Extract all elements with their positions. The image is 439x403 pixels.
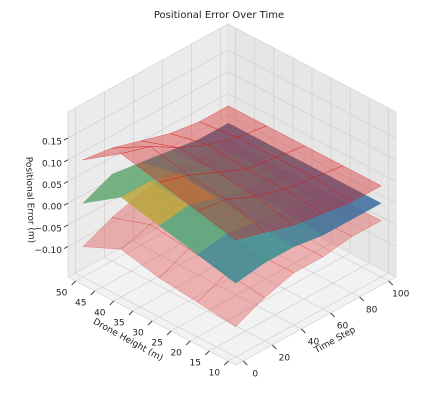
y-tick-label: 15 — [190, 359, 201, 369]
y-tick — [185, 340, 191, 346]
grid-line — [209, 98, 370, 352]
y-tick — [71, 280, 76, 286]
chart-title: Positional Error Over Time — [154, 10, 284, 21]
y-tick-label: 50 — [56, 289, 68, 299]
x-tick-label: 100 — [392, 290, 409, 300]
z-tick-label: 0.05 — [42, 181, 62, 191]
z-tick — [63, 137, 69, 141]
y-tick — [166, 330, 172, 336]
y-tick — [204, 350, 210, 356]
x-tick — [272, 344, 277, 350]
x-tick — [242, 360, 248, 366]
z-tick — [63, 181, 69, 184]
grid-line — [170, 78, 332, 332]
y-tick — [147, 320, 153, 326]
z-tick-label: 0.10 — [42, 159, 62, 169]
x-tick — [388, 280, 394, 286]
y-tick-label: 35 — [113, 319, 124, 329]
x-tick — [330, 312, 335, 318]
z-tick — [63, 159, 69, 163]
x-tick — [359, 296, 364, 302]
x-tick-label: 40 — [308, 338, 320, 348]
z-tick — [63, 246, 69, 250]
z-tick — [63, 202, 69, 206]
z-tick-label: 0.15 — [42, 138, 62, 148]
y-tick-label: 25 — [151, 339, 162, 349]
y-tick-label: 10 — [209, 369, 221, 379]
y-tick-label: 30 — [132, 329, 144, 339]
grid-line — [104, 92, 273, 346]
grid-line — [74, 108, 244, 362]
z-axis-label: Positional Error (m) — [23, 157, 36, 244]
surface-patch — [197, 233, 266, 284]
grid-line — [228, 108, 389, 362]
z-tick-label: −0.10 — [34, 246, 62, 256]
grid-line — [133, 76, 302, 330]
x-tick — [301, 328, 306, 334]
grid-line — [67, 93, 397, 182]
x-tick-label: 80 — [366, 306, 378, 316]
z-tick — [63, 224, 69, 228]
y-tick-label: 45 — [75, 299, 86, 309]
surface-patch — [196, 199, 266, 241]
z-tick-label: 0.00 — [42, 203, 62, 213]
z-tick-label: −0.05 — [34, 224, 62, 234]
y-tick-label: 20 — [170, 349, 182, 359]
y-tick — [224, 360, 229, 366]
x-tick-label: 20 — [279, 354, 291, 364]
grid-line — [67, 71, 397, 161]
grid-line — [67, 49, 397, 139]
y-tick — [128, 310, 134, 316]
x-tick-label: 60 — [337, 322, 349, 332]
grid-line — [190, 88, 351, 342]
x-tick-label: 0 — [252, 370, 258, 380]
y-tick — [109, 300, 115, 306]
y-tick — [90, 290, 96, 296]
y-tick-label: 40 — [94, 309, 106, 319]
